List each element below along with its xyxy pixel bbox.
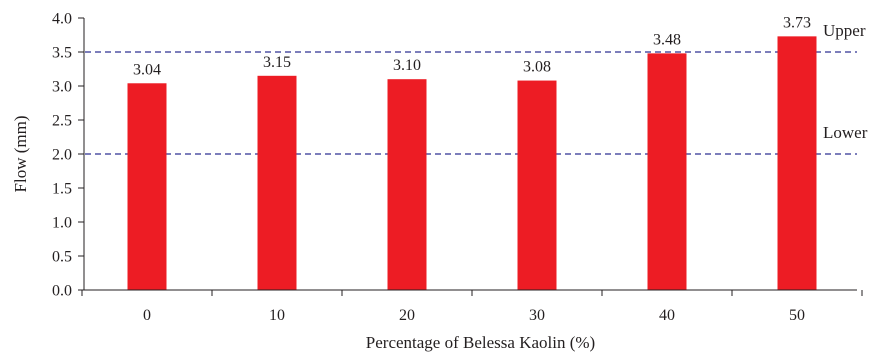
x-tick-label: 10	[269, 307, 285, 324]
y-tick-label: 1.0	[52, 215, 72, 232]
reference-label-lower: Lower	[823, 123, 868, 142]
x-axis-title: Percentage of Belessa Kaolin (%)	[366, 333, 595, 352]
data-label-30: 3.08	[523, 59, 551, 76]
data-label-50: 3.73	[783, 14, 811, 31]
bar-40	[647, 53, 687, 290]
bar-20	[387, 79, 427, 290]
y-tick-label: 0.0	[52, 283, 72, 300]
y-tick-label: 2.0	[52, 147, 72, 164]
bar-50	[777, 36, 817, 290]
data-label-0: 3.04	[133, 61, 161, 78]
reference-label-upper: Upper	[823, 21, 866, 40]
data-labels: 3.04 3.15 3.10 3.08 3.48 3.73	[133, 14, 811, 78]
bars	[127, 36, 817, 290]
x-ticks: 0 10 20 30 40 50	[81, 290, 863, 324]
y-axis-title: Flow (mm)	[11, 116, 30, 193]
x-tick-label: 50	[789, 307, 805, 324]
y-ticks: 0.0 0.5 1.0 1.5 2.0 2.5 3.0 3.5 4.0	[52, 11, 84, 300]
data-label-40: 3.48	[653, 31, 681, 48]
x-tick-label: 20	[399, 307, 415, 324]
y-tick-label: 4.0	[52, 11, 72, 28]
x-tick-label: 30	[529, 307, 545, 324]
bar-0	[127, 83, 167, 290]
bar-30	[517, 80, 557, 290]
y-tick-label: 3.5	[52, 45, 72, 62]
x-tick-label: 0	[143, 307, 151, 324]
bar-10	[257, 75, 297, 290]
y-tick-label: 3.0	[52, 79, 72, 96]
reference-lines: Upper Lower	[85, 21, 868, 155]
y-tick-label: 1.5	[52, 181, 72, 198]
data-label-20: 3.10	[393, 57, 421, 74]
y-tick-label: 0.5	[52, 249, 72, 266]
x-tick-label: 40	[659, 307, 675, 324]
y-tick-label: 2.5	[52, 113, 72, 130]
data-label-10: 3.15	[263, 54, 291, 71]
